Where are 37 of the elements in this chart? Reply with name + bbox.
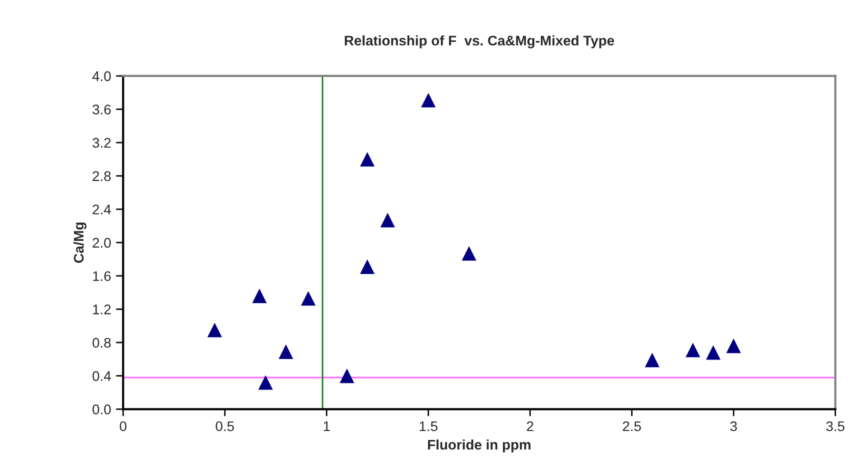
y-tick-label: 0.0 bbox=[92, 404, 111, 414]
x-tick-label: 0 bbox=[120, 421, 126, 432]
y-tick-label: 4.0 bbox=[92, 71, 111, 82]
x-tick-label: 0.5 bbox=[216, 421, 234, 432]
point bbox=[360, 259, 375, 274]
y-tick-label: 0.8 bbox=[92, 338, 111, 348]
point bbox=[360, 152, 375, 167]
point bbox=[686, 342, 700, 358]
x-tick-label: 1 bbox=[324, 421, 330, 432]
y-tick-label: 1.6 bbox=[93, 271, 111, 282]
y-tick-label: 3.6 bbox=[92, 104, 111, 114]
point bbox=[462, 246, 476, 261]
y-tick-label: 2.0 bbox=[92, 238, 111, 248]
point bbox=[644, 352, 660, 368]
point bbox=[258, 375, 273, 390]
y-tick-label: 2.8 bbox=[92, 171, 111, 182]
point bbox=[726, 338, 741, 354]
x-tick-label: 3.5 bbox=[826, 421, 844, 432]
x-axis-title: Fluoride in ppm bbox=[428, 439, 530, 452]
y-tick-label: 3.2 bbox=[92, 138, 111, 148]
point bbox=[278, 344, 294, 359]
y-tick-label: 1.2 bbox=[93, 304, 111, 314]
x-tick-label: 3 bbox=[730, 421, 737, 432]
x-tick-label: 1.5 bbox=[420, 421, 438, 432]
x-tick-label: 2.5 bbox=[622, 421, 641, 432]
point bbox=[380, 212, 395, 228]
point bbox=[706, 345, 721, 360]
x-tick-label: 2 bbox=[526, 421, 534, 432]
point bbox=[252, 288, 267, 304]
point bbox=[340, 368, 354, 384]
y-axis-title: Ca/Mg bbox=[73, 222, 86, 263]
y-tick-label: 2.4 bbox=[92, 204, 111, 214]
chart-title: Relationship of F vs. Ca&Mg-Mixed Type bbox=[344, 35, 614, 48]
point bbox=[301, 291, 316, 306]
point bbox=[421, 92, 436, 108]
y-tick-label: 0.4 bbox=[92, 371, 111, 381]
point bbox=[207, 322, 222, 338]
